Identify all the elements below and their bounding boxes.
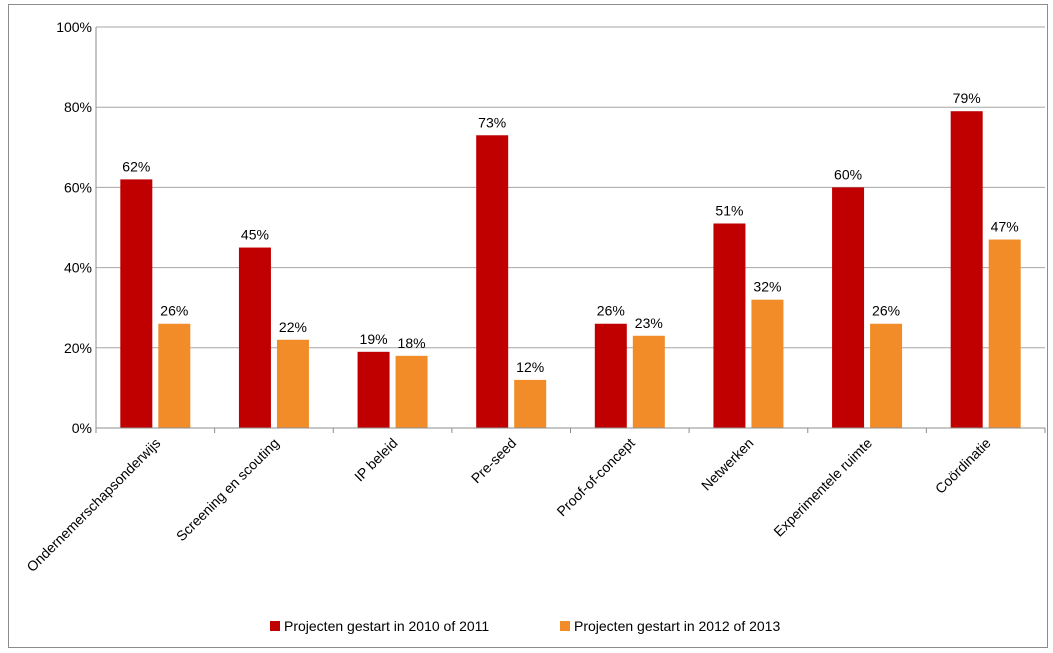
bar [395,355,428,428]
data-label: 19% [360,331,388,347]
bar [476,135,509,428]
bar [870,323,903,428]
legend-swatch [270,621,280,631]
data-label: 79% [953,90,981,106]
y-tick-label: 60% [64,179,92,195]
category-label: Netwerken [698,435,757,494]
bar [120,179,153,428]
data-label: 22% [279,319,307,335]
data-label: 47% [991,219,1019,235]
category-label: Pre-seed [468,435,519,486]
y-tick-label: 40% [64,260,92,276]
y-tick-label: 0% [72,420,92,436]
legend-label: Projecten gestart in 2012 of 2013 [574,618,780,634]
bar [238,247,271,428]
y-tick-label: 20% [64,340,92,356]
data-label: 26% [597,303,625,319]
data-label: 62% [122,158,150,174]
category-label: Proof-of-concept [553,435,638,520]
category-label: Ondernemerschapsonderwijs [23,435,163,575]
legend-swatch [560,621,570,631]
category-label: Experimentele ruimte [770,435,875,540]
bar [632,335,665,428]
data-label: 18% [398,335,426,351]
bar [713,223,746,428]
data-label: 26% [872,303,900,319]
category-label: Screening en scouting [173,435,282,544]
data-label: 73% [478,114,506,130]
bar [950,111,983,429]
bar [514,379,547,428]
category-label: Coördinatie [932,435,994,497]
bar [357,351,390,428]
data-label: 51% [715,202,743,218]
category-label: IP beleid [351,435,401,485]
data-label: 23% [635,315,663,331]
bar [276,339,309,428]
y-tick-label: 80% [64,99,92,115]
bar [988,239,1021,428]
y-tick-label: 100% [56,19,92,35]
data-label: 12% [516,359,544,375]
data-label: 60% [834,166,862,182]
bar [832,187,865,428]
data-label: 32% [753,279,781,295]
data-label: 45% [241,227,269,243]
bar [751,299,784,428]
bar [594,323,627,428]
bar [158,323,191,428]
data-label: 26% [160,303,188,319]
legend-label: Projecten gestart in 2010 of 2011 [284,618,489,634]
